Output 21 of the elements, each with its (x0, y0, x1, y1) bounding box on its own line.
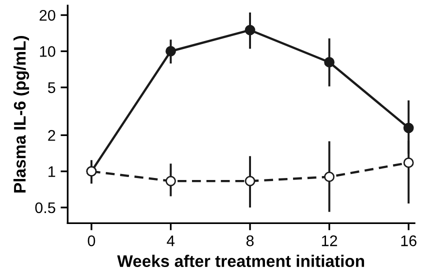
x-tick-label: 12 (322, 235, 338, 246)
point (166, 176, 176, 186)
point (166, 46, 176, 56)
y-axis-title: Plasma IL-6 (pg/mL) (13, 36, 30, 192)
y-tick-label: 0.5 (35, 202, 56, 214)
point (403, 122, 414, 134)
y-tick-label: 2 (48, 130, 56, 141)
x-tick-label: 0 (88, 235, 96, 246)
x-tick-label: 4 (166, 236, 175, 246)
point (403, 158, 414, 168)
x-tick-label: 16 (401, 235, 416, 246)
y-tick-label: 5 (48, 82, 56, 94)
y-tick-label: 1 (48, 166, 56, 177)
y-tick-label: 10 (40, 46, 56, 57)
point (244, 176, 256, 186)
point (324, 172, 335, 182)
x-axis-title: Weeks after treatment initiation (117, 254, 364, 268)
x-tick-label: 8 (246, 235, 254, 246)
point (324, 57, 335, 68)
point (244, 24, 256, 36)
y-tick-label: 20 (40, 10, 56, 21)
